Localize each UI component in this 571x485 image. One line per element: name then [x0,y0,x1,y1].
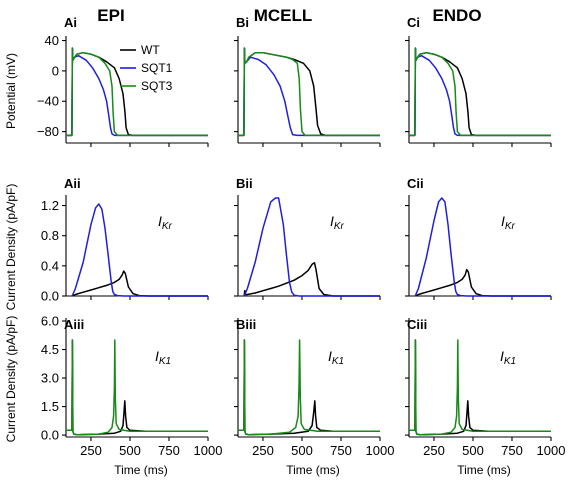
panel-label-bii: Bii [236,176,253,191]
series-line-sqt3 [409,339,551,436]
current-annotation: IK1 [328,348,344,367]
series-line-sqt3 [238,339,380,436]
y-axis-label-row-2: Current Density (pA/pF) [4,316,18,443]
series-line-sqt1 [238,47,380,137]
series-line-wt [238,339,380,436]
legend-label-wt: WT [141,43,160,57]
panel-label-biii: Biii [236,317,256,332]
series-line-wt [71,270,208,297]
x-axis-label: Time (ms) [457,463,511,477]
x-tick-label: 750 [501,443,523,458]
legend-label-sqt3: SQT3 [141,79,173,93]
x-tick-label: 250 [423,443,445,458]
y-tick-label: −80 [37,124,59,139]
series-line-wt [238,47,380,137]
x-tick-label: 1000 [537,443,566,458]
x-tick-label: 750 [158,443,180,458]
series-line-sqt3 [409,47,551,137]
y-axis-label-row-0: Potential (mV) [4,53,18,129]
x-tick-label: 500 [291,443,313,458]
series-line-wt [66,339,208,436]
column-title-epi: EPI [97,6,124,25]
series-line-sqt3 [66,47,208,137]
current-annotation: IK1 [155,348,171,367]
y-tick-label: 4.5 [41,342,59,357]
panel-label-cii: Cii [407,176,424,191]
x-tick-label: 1000 [366,443,395,458]
x-tick-label: 500 [462,443,484,458]
y-tick-label: 0.4 [41,258,59,273]
x-axis-label: Time (ms) [114,463,168,477]
column-title-mcell: MCELL [254,6,313,25]
series-line-wt [409,339,551,436]
series-line-wt [243,262,380,297]
column-title-endo: ENDO [432,6,481,25]
panel-label-bi: Bi [236,15,249,30]
current-annotation: IKr [158,213,173,232]
panel-label-ci: Ci [407,15,420,30]
y-tick-label: 0.0 [41,289,59,304]
x-tick-label: 1000 [194,443,223,458]
y-tick-label: 0.8 [41,228,59,243]
series-line-wt [414,268,551,297]
series-line-sqt1 [409,47,551,137]
series-line-sqt3 [238,47,380,137]
x-tick-label: 250 [252,443,274,458]
panel-label-aii: Aii [64,176,81,191]
series-line-sqt1 [66,47,208,137]
y-tick-label: −40 [37,94,59,109]
x-tick-label: 250 [80,443,102,458]
current-annotation: IKr [330,213,345,232]
y-tick-label: 0 [52,63,59,78]
panel-label-ciii: Ciii [407,317,427,332]
series-line-sqt3 [66,339,208,436]
series-line-sqt1 [243,197,380,297]
y-tick-label: 1.2 [41,198,59,213]
y-tick-label: 0.0 [41,428,59,443]
series-line-sqt1 [414,197,551,297]
legend-label-sqt1: SQT1 [141,61,173,75]
y-tick-label: 6.0 [41,314,59,329]
panel-label-ai: Ai [64,15,77,30]
x-tick-label: 750 [330,443,352,458]
x-axis-label: Time (ms) [286,463,340,477]
panel-label-aiii: Aiii [64,317,84,332]
series-line-sqt1 [71,203,208,297]
current-annotation: IKr [501,213,516,232]
y-tick-label: 3.0 [41,371,59,386]
y-tick-label: 1.5 [41,399,59,414]
x-tick-label: 500 [119,443,141,458]
y-axis-label-row-1: Current Density (pA/pF) [4,184,18,311]
y-tick-label: 40 [45,33,59,48]
current-annotation: IK1 [500,348,516,367]
